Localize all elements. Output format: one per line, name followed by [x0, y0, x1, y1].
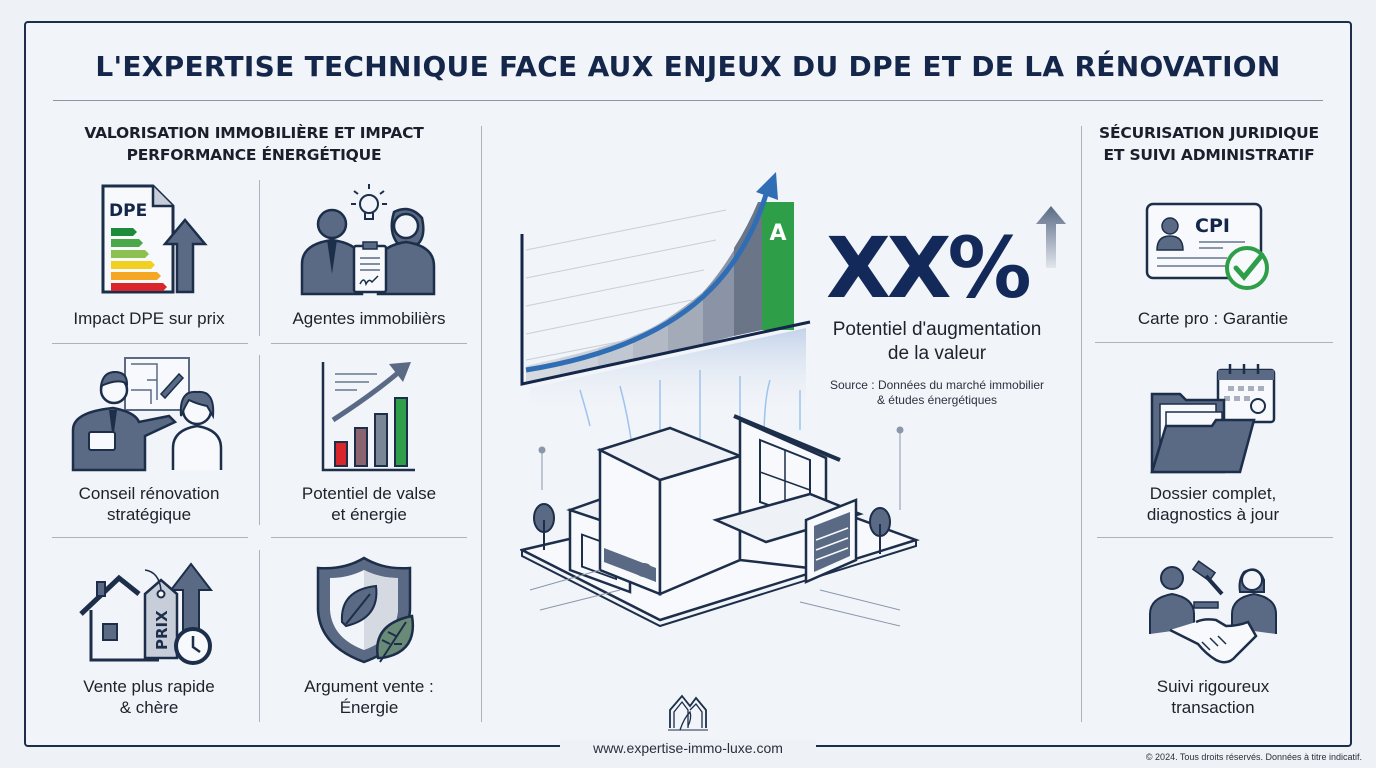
left-heading-line2: PERFORMANCE ÉNERGÉTIQUE — [126, 146, 382, 164]
right-section-heading: SÉCURISATION JURIDIQUE ET SUIVI ADMINIST… — [1086, 122, 1332, 166]
house-price-tag-icon: PRIX — [79, 562, 214, 665]
label-line: & chère — [119, 698, 179, 717]
feature-label: Suivi rigoureux transaction — [1090, 676, 1336, 718]
caption-line: Potentiel d'augmentation — [832, 319, 1042, 340]
right-column-divider — [1081, 126, 1082, 722]
label-line: Énergie — [339, 698, 399, 717]
feature-energy-argument: Argument vente : Énergie — [264, 548, 474, 728]
divider — [259, 550, 260, 722]
left-section-heading: VALORISATION IMMOBILIÈRE ET IMPACT PERFO… — [44, 122, 464, 166]
label-line: Argument vente : — [304, 677, 434, 696]
feature-label: Impact DPE sur prix — [73, 309, 225, 328]
title-divider — [53, 100, 1323, 101]
cpi-card-check-icon: CPI — [1145, 202, 1269, 290]
right-heading-line2: ET SUIVI ADMINISTRATIF — [1103, 146, 1315, 164]
folder-calendar-icon — [1150, 364, 1276, 474]
svg-text:PRIX: PRIX — [153, 610, 171, 650]
label-line: transaction — [1171, 698, 1255, 717]
feature-agents: Agentes immobilièrs — [264, 180, 474, 340]
label-line: Vente plus rapide — [83, 677, 215, 696]
label-line: diagnostics à jour — [1146, 505, 1280, 524]
feature-label: Conseil rénovation stratégique — [44, 483, 254, 525]
feature-label: Argument vente : Énergie — [264, 676, 474, 718]
divider — [1095, 342, 1333, 343]
divider — [259, 355, 260, 525]
label-line: Potentiel de valse — [301, 484, 437, 503]
svg-text:DPE: DPE — [109, 201, 147, 221]
arrow-up-icon — [1036, 206, 1066, 268]
left-column-divider — [481, 126, 482, 722]
source-line: & études énergétiques — [876, 393, 998, 407]
divider — [1097, 537, 1333, 538]
source-line: Source : Données du marché immobilier — [829, 378, 1045, 392]
source-note: Source : Données du marché immobilier & … — [808, 378, 1066, 408]
divider — [259, 180, 260, 336]
logo-house-icon — [668, 694, 708, 731]
label-line: Suivi rigoureux — [1156, 677, 1270, 696]
feature-label: Vente plus rapide & chère — [44, 676, 254, 718]
divider — [271, 343, 467, 344]
left-heading-line1: VALORISATION IMMOBILIÈRE ET IMPACT — [84, 124, 424, 142]
renovation-advice-icon — [71, 357, 223, 472]
feature-label: Carte pro : Garantie — [1137, 309, 1289, 328]
feature-complete-file: Dossier complet, diagnostics à jour — [1090, 358, 1336, 528]
copyright-notice: © 2024. Tous droits réservés. Données à … — [1145, 752, 1362, 762]
label-line: Dossier complet, — [1149, 484, 1277, 503]
modern-house-illustration — [520, 370, 920, 628]
svg-text:A: A — [769, 221, 786, 246]
feature-impact-dpe: DPE Impact DPE sur prix — [44, 180, 254, 340]
feature-label: Dossier complet, diagnostics à jour — [1090, 483, 1336, 525]
feature-label: Agentes immobilièrs — [292, 309, 446, 328]
page-title: L'EXPERTISE TECHNIQUE FACE AUX ENJEUX DU… — [95, 50, 1281, 83]
value-increase-caption: Potentiel d'augmentation de la valeur — [808, 318, 1066, 366]
value-increase-percentage: XX% — [826, 219, 1032, 317]
value-growth-graph-illustration: A — [520, 172, 811, 410]
real-estate-agents-icon — [300, 184, 436, 296]
divider — [52, 537, 248, 538]
divider — [52, 343, 248, 344]
handshake-gavel-icon — [1149, 560, 1277, 664]
svg-text:CPI: CPI — [1195, 215, 1230, 237]
label-line: et énergie — [331, 505, 407, 524]
label-line: stratégique — [106, 505, 192, 524]
label-line: Conseil rénovation — [78, 484, 220, 503]
caption-line: de la valeur — [887, 343, 987, 364]
shield-leaf-icon — [316, 556, 415, 664]
feature-transaction-follow-up: Suivi rigoureux transaction — [1090, 554, 1336, 724]
value-growth-chart-icon — [321, 362, 415, 472]
feature-label: Potentiel de valse et énergie — [264, 483, 474, 525]
feature-value-potential: Potentiel de valse et énergie — [264, 352, 474, 532]
feature-pro-card: CPI Carte pro : Garantie — [1090, 190, 1336, 340]
right-heading-line1: SÉCURISATION JURIDIQUE — [1099, 124, 1319, 142]
feature-renovation-advice: Conseil rénovation stratégique — [44, 352, 254, 532]
feature-faster-sale: PRIX Vente plus rapide & chère — [44, 548, 254, 728]
divider — [271, 537, 467, 538]
dpe-label-icon: DPE — [101, 184, 208, 294]
website-link[interactable]: www.expertise-immo-luxe.com — [560, 740, 816, 756]
